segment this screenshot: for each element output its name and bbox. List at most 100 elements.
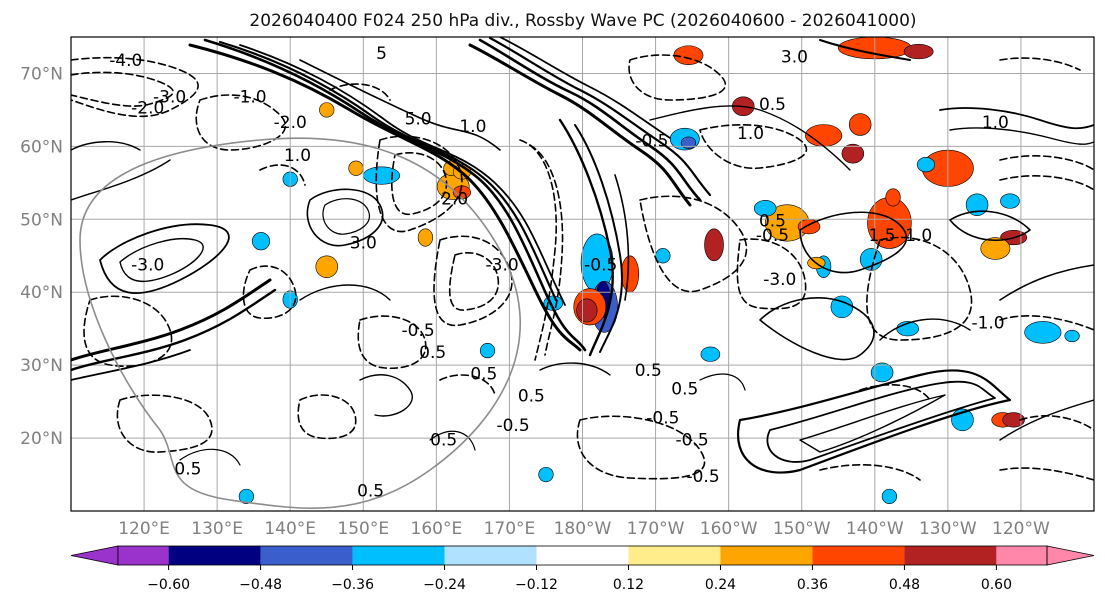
contour-label-13: 1.0 bbox=[982, 113, 1009, 133]
contour-label-0: -4.0 bbox=[109, 51, 142, 71]
positive-contours bbox=[71, 37, 1094, 474]
colorbar-extend-high bbox=[1046, 545, 1095, 566]
colorbar-seg-9 bbox=[904, 546, 997, 565]
lon-tick-label-10: 140°W bbox=[846, 519, 904, 539]
contour-label-23: 0.5 bbox=[671, 379, 698, 399]
contour-label-20: 0.5 bbox=[470, 365, 497, 385]
shading-blob-41 bbox=[859, 248, 883, 271]
colorbar-seg-4 bbox=[444, 546, 537, 565]
lat-tick-label-1: 30°N bbox=[20, 356, 63, 376]
shading-blob-30 bbox=[479, 342, 496, 359]
contour-label-25: -0.5 bbox=[646, 408, 679, 428]
rossby-wave-contours bbox=[71, 37, 1094, 509]
colorbar-seg-5 bbox=[536, 546, 629, 565]
contour-label-34: -0.5 bbox=[686, 467, 719, 487]
contour-label-26: -0.5 bbox=[676, 430, 709, 450]
colorbar-outline bbox=[117, 545, 1048, 566]
lat-tick-label-2: 40°N bbox=[20, 283, 63, 303]
colorbar-tick-label-9: 0.60 bbox=[981, 577, 1012, 593]
shading-blob-49 bbox=[238, 488, 254, 505]
contour-label-16: -0.5 bbox=[584, 255, 617, 275]
colorbar-tick-label-1: −0.48 bbox=[239, 577, 282, 593]
colorbar: −0.60 −0.48 −0.36 −0.24 −0.12 0.12 0.24 0.36 0.4… bbox=[70, 545, 1095, 593]
contour-label-9: -0.5 bbox=[635, 131, 668, 151]
shading-blob-24 bbox=[680, 136, 697, 149]
shading-blob-38 bbox=[916, 157, 936, 173]
colorbar-tick-label-3: −0.24 bbox=[423, 577, 466, 593]
contour-label-12: 3.0 bbox=[781, 48, 808, 68]
contour-label-29: -3.0 bbox=[763, 270, 796, 290]
shading-blob-48 bbox=[881, 488, 898, 505]
shading-blob-16 bbox=[805, 124, 843, 147]
shading-blob-36 bbox=[1000, 193, 1020, 209]
contour-label-7: 5.0 bbox=[405, 110, 432, 130]
colorbar-tick-label-8: 0.48 bbox=[889, 577, 920, 593]
map-frame bbox=[70, 36, 1095, 512]
lon-tick-label-6: 180°W bbox=[554, 519, 612, 539]
contour-label-37: -3.0 bbox=[131, 255, 164, 275]
colorbar-tick-label-0: −0.60 bbox=[147, 577, 190, 593]
lon-tick-label-1: 130°E bbox=[191, 519, 243, 539]
contour-label-28: -0.5 bbox=[756, 226, 789, 246]
shading-blob-56 bbox=[1002, 412, 1025, 428]
lat-lon-gridlines bbox=[71, 37, 1094, 511]
lon-tick-label-0: 120°E bbox=[118, 519, 170, 539]
great-circle-outline bbox=[79, 137, 522, 509]
contour-label-32: -1.0 bbox=[971, 314, 1004, 334]
shading-blob-17 bbox=[841, 143, 865, 164]
contour-labels: -4.0-3.0-2.0-1.0-2.01.055.0 1.0-0.5 1.00.5… bbox=[109, 44, 1009, 502]
colorbar-extend-low bbox=[70, 545, 119, 566]
negative-contours bbox=[71, 54, 1094, 481]
shading-blob-7 bbox=[620, 255, 640, 293]
shading-blob-20 bbox=[903, 43, 934, 60]
colorbar-seg-7 bbox=[720, 546, 813, 565]
shading-blob-21 bbox=[885, 188, 901, 207]
lon-tick-label-5: 170°E bbox=[484, 519, 536, 539]
lon-tick-label-4: 160°E bbox=[411, 519, 463, 539]
contour-label-35: 0.5 bbox=[357, 481, 384, 501]
shading-blob-35 bbox=[965, 193, 989, 216]
shading-blob-27 bbox=[251, 232, 271, 251]
shading-blob-8 bbox=[704, 228, 724, 262]
lon-tick-label-9: 150°W bbox=[773, 519, 831, 539]
lon-tick-label-8: 160°W bbox=[700, 519, 758, 539]
colorbar-seg-8 bbox=[812, 546, 905, 565]
colorbar-tick-label-6: 0.24 bbox=[705, 577, 736, 593]
colorbar-seg-10 bbox=[996, 546, 1047, 565]
shading-blob-6 bbox=[576, 298, 598, 323]
contour-label-24: 0.5 bbox=[635, 361, 662, 381]
contour-label-31: 1.0 bbox=[905, 226, 932, 246]
lat-tick-label-5: 70°N bbox=[20, 64, 63, 84]
shading-blob-15 bbox=[848, 113, 872, 136]
contour-label-3: -1.0 bbox=[233, 88, 266, 108]
lon-tick-label-2: 140°E bbox=[264, 519, 316, 539]
lon-tick-label-7: 170°W bbox=[627, 519, 685, 539]
shading-blob-42 bbox=[315, 255, 339, 278]
contour-label-21: 0.5 bbox=[518, 387, 545, 407]
colorbar-seg-3 bbox=[352, 546, 445, 565]
shading-blob-25 bbox=[362, 166, 401, 185]
colorbar-seg-1 bbox=[168, 546, 261, 565]
colorbar-seg-6 bbox=[628, 546, 721, 565]
colorbar-seg-0 bbox=[118, 546, 169, 565]
shading-blob-13 bbox=[980, 237, 1011, 260]
contour-label-5: 1.0 bbox=[284, 146, 311, 166]
colorbar-tick-label-5: 0.12 bbox=[613, 577, 644, 593]
contour-label-30: 1.5 bbox=[869, 226, 896, 246]
contour-label-8: 1.0 bbox=[459, 117, 486, 137]
chart-title: 2026040400 F024 250 hPa div., Rossby Wav… bbox=[249, 11, 916, 31]
shading-blob-46 bbox=[348, 160, 364, 176]
contour-label-14: 2.0 bbox=[441, 190, 468, 210]
shading-blob-37 bbox=[753, 200, 777, 217]
contour-label-4: -2.0 bbox=[274, 113, 307, 133]
colorbar-tick-label-4: −0.12 bbox=[515, 577, 558, 593]
longitude-tick-labels: 120°E 130°E 140°E 150°E 160°E 170°E 180°W 170°W… bbox=[118, 519, 1050, 539]
contour-label-11: 0.5 bbox=[759, 95, 786, 115]
colorbar-tick-label-2: −0.36 bbox=[331, 577, 374, 593]
colorbar-tick-label-7: 0.36 bbox=[797, 577, 828, 593]
contour-label-6: 5 bbox=[376, 44, 387, 64]
shading-blob-51 bbox=[700, 346, 721, 362]
shading-blob-44 bbox=[417, 228, 434, 247]
lat-tick-label-0: 20°N bbox=[20, 429, 63, 449]
